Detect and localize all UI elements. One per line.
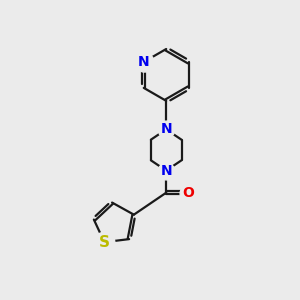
Text: N: N — [138, 55, 150, 69]
Text: N: N — [160, 122, 172, 136]
Text: O: O — [182, 186, 194, 200]
Text: N: N — [160, 164, 172, 178]
Text: S: S — [99, 235, 110, 250]
